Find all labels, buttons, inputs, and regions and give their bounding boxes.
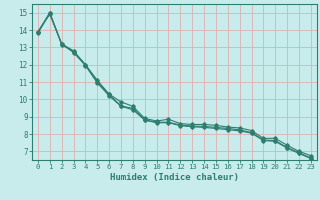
X-axis label: Humidex (Indice chaleur): Humidex (Indice chaleur) (110, 173, 239, 182)
